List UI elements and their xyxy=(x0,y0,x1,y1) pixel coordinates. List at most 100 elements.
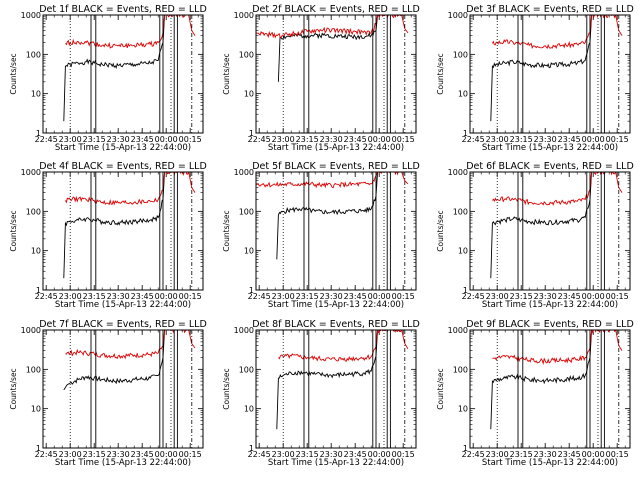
x-tick-label: 23:45 xyxy=(131,292,154,301)
plot-frame xyxy=(42,171,204,291)
x-tick-label: 23:30 xyxy=(107,292,130,301)
series-lld xyxy=(278,330,409,362)
x-tick-label: 23:30 xyxy=(534,450,557,459)
y-axis-label: Counts/sec xyxy=(9,368,18,409)
series-events xyxy=(277,15,379,82)
y-tick-label: 100 xyxy=(453,50,468,59)
x-tick-label: 23:00 xyxy=(272,292,295,301)
y-tick-label: 1 xyxy=(463,286,468,295)
x-axis-label: Start Time (15-Apr-13 22:44:00) xyxy=(268,458,404,468)
y-tick-label: 100 xyxy=(239,365,254,374)
y-tick-label: 10 xyxy=(31,247,41,256)
panel-3: Det 3f BLACK = Events, RED = LLD 1 10 100 10… xyxy=(436,4,634,153)
y-tick-label: 100 xyxy=(453,365,468,374)
x-axis-label: Start Time (15-Apr-13 22:44:00) xyxy=(55,458,191,468)
x-tick-label: 23:00 xyxy=(59,450,82,459)
panel-title: Det 1f BLACK = Events, RED = LLD xyxy=(39,4,207,15)
y-tick-label: 1 xyxy=(36,129,41,138)
plot-frame xyxy=(255,14,417,134)
plot-frame xyxy=(255,171,417,291)
series-events xyxy=(276,172,379,260)
x-tick-label: 22:45 xyxy=(462,292,485,301)
y-tick-label: 1 xyxy=(36,286,41,295)
x-tick-label: 22:45 xyxy=(35,292,58,301)
plot-frame xyxy=(255,329,417,449)
x-tick-label: 22:45 xyxy=(248,292,271,301)
x-tick-label: 23:30 xyxy=(320,292,343,301)
x-tick-label: 00:00 xyxy=(368,292,391,301)
y-axis-label: Counts/sec xyxy=(9,210,18,251)
x-tick-label: 00:00 xyxy=(368,135,391,144)
y-tick-label: 1 xyxy=(463,444,468,453)
x-tick-label: 00:15 xyxy=(179,450,202,459)
panel-title: Det 4f BLACK = Events, RED = LLD xyxy=(39,161,207,172)
panel-4: Det 4f BLACK = Events, RED = LLD 1 10 100 10… xyxy=(9,161,207,310)
panel-title: Det 8f BLACK = Events, RED = LLD xyxy=(252,319,420,330)
x-tick-label: 23:15 xyxy=(296,292,319,301)
x-tick-label: 23:45 xyxy=(344,450,367,459)
y-tick-label: 1000 xyxy=(21,326,41,335)
y-tick-label: 1000 xyxy=(234,11,254,20)
x-tick-label: 23:00 xyxy=(486,450,509,459)
x-tick-label: 23:30 xyxy=(534,292,557,301)
x-tick-label: 22:45 xyxy=(462,135,485,144)
y-tick-label: 100 xyxy=(26,365,41,374)
series-events xyxy=(276,330,379,430)
x-tick-label: 00:15 xyxy=(392,292,415,301)
y-tick-label: 100 xyxy=(239,50,254,59)
panel-title: Det 3f BLACK = Events, RED = LLD xyxy=(466,4,634,15)
x-tick-label: 23:15 xyxy=(83,450,106,459)
x-tick-label: 00:15 xyxy=(179,292,202,301)
x-tick-label: 00:15 xyxy=(606,292,629,301)
x-tick-label: 00:00 xyxy=(155,292,178,301)
x-tick-label: 23:00 xyxy=(272,135,295,144)
series-events xyxy=(490,15,593,122)
y-tick-label: 1000 xyxy=(448,168,468,177)
x-tick-label: 23:00 xyxy=(59,135,82,144)
panel-title: Det 6f BLACK = Events, RED = LLD xyxy=(466,161,634,172)
plot-frame xyxy=(469,171,631,291)
y-axis-label: Counts/sec xyxy=(222,368,231,409)
x-tick-label: 00:15 xyxy=(392,135,415,144)
panel-9: Det 9f BLACK = Events, RED = LLD 1 10 100 10… xyxy=(436,319,634,468)
x-tick-label: 23:45 xyxy=(131,450,154,459)
x-tick-label: 00:00 xyxy=(155,135,178,144)
plot-frame xyxy=(42,14,204,134)
x-tick-label: 00:15 xyxy=(392,450,415,459)
x-tick-label: 00:15 xyxy=(606,135,629,144)
x-tick-label: 23:45 xyxy=(558,135,581,144)
x-tick-label: 23:15 xyxy=(83,292,106,301)
y-tick-label: 100 xyxy=(453,207,468,216)
y-tick-label: 10 xyxy=(458,247,468,256)
series-events xyxy=(490,172,593,279)
panel-6: Det 6f BLACK = Events, RED = LLD 1 10 100 10… xyxy=(436,161,634,310)
x-tick-label: 23:00 xyxy=(272,450,295,459)
panel-title: Det 7f BLACK = Events, RED = LLD xyxy=(39,319,207,330)
series-lld xyxy=(256,15,409,39)
y-tick-label: 10 xyxy=(458,405,468,414)
y-tick-label: 10 xyxy=(244,90,254,99)
y-tick-label: 10 xyxy=(31,405,41,414)
y-tick-label: 1000 xyxy=(234,326,254,335)
x-axis-label: Start Time (15-Apr-13 22:44:00) xyxy=(55,143,191,153)
x-tick-label: 23:15 xyxy=(510,450,533,459)
series-lld xyxy=(256,172,409,189)
x-tick-label: 23:15 xyxy=(296,450,319,459)
series-events xyxy=(63,172,166,279)
y-tick-label: 1000 xyxy=(21,11,41,20)
series-events xyxy=(490,330,593,430)
y-axis-label: Counts/sec xyxy=(222,210,231,251)
plot-frame xyxy=(42,329,204,449)
x-tick-label: 22:45 xyxy=(248,450,271,459)
y-tick-label: 1000 xyxy=(234,168,254,177)
x-tick-label: 23:45 xyxy=(558,450,581,459)
y-tick-label: 1 xyxy=(249,444,254,453)
panel-7: Det 7f BLACK = Events, RED = LLD 1 10 100 10… xyxy=(9,319,207,468)
x-tick-label: 00:15 xyxy=(606,450,629,459)
x-tick-label: 23:00 xyxy=(486,292,509,301)
y-tick-label: 1 xyxy=(249,129,254,138)
x-axis-label: Start Time (15-Apr-13 22:44:00) xyxy=(268,143,404,153)
x-tick-label: 23:00 xyxy=(59,292,82,301)
x-tick-label: 23:45 xyxy=(344,135,367,144)
